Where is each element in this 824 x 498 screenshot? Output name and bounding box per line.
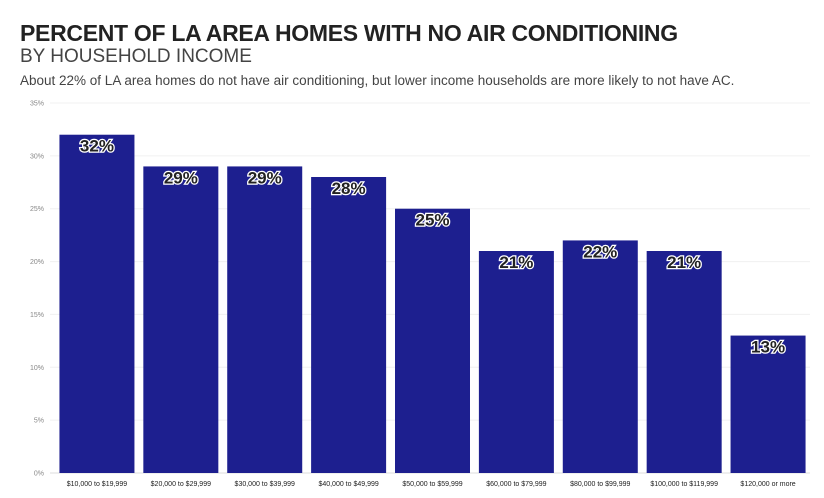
x-tick-label: $20,000 to $29,999	[151, 481, 211, 488]
data-label: 25%	[415, 211, 449, 230]
y-tick-label: 35%	[30, 101, 44, 108]
x-tick-label: $10,000 to $19,999	[67, 481, 127, 488]
y-tick-label: 30%	[30, 153, 44, 160]
chart-description: About 22% of LA area homes do not have a…	[20, 73, 735, 88]
x-tick-label: $100,000 to $119,999	[650, 481, 718, 488]
y-tick-label: 25%	[30, 206, 44, 213]
bar	[143, 166, 219, 473]
bar	[395, 208, 470, 473]
bar	[227, 166, 303, 473]
data-label: 22%	[583, 242, 617, 261]
x-tick-label: $30,000 to $39,999	[235, 481, 295, 488]
chart-subtitle: BY HOUSEHOLD INCOME	[20, 46, 252, 67]
bar	[59, 134, 135, 473]
data-label: 21%	[499, 253, 533, 272]
y-tick-label: 0%	[34, 471, 44, 478]
bar	[562, 240, 638, 473]
data-label: 29%	[248, 168, 282, 187]
data-label: 29%	[164, 168, 198, 187]
x-tick-label: $80,000 to $99,999	[570, 481, 630, 488]
bar	[311, 177, 387, 473]
data-label: 28%	[332, 179, 366, 198]
y-tick-label: 15%	[30, 312, 44, 319]
x-tick-label: $50,000 to $59,999	[402, 481, 462, 488]
x-tick-label: $120,000 or more	[740, 481, 795, 488]
bar	[730, 335, 806, 473]
data-label: 21%	[667, 253, 701, 272]
bar	[478, 251, 554, 473]
y-tick-label: 20%	[30, 259, 44, 266]
y-tick-label: 10%	[30, 365, 44, 372]
chart-title: PERCENT OF LA AREA HOMES WITH NO AIR CON…	[20, 20, 678, 46]
x-tick-label: $60,000 to $79,999	[486, 481, 546, 488]
data-label: 13%	[751, 338, 785, 357]
x-tick-label: $40,000 to $49,999	[318, 481, 378, 488]
bar	[646, 251, 722, 473]
y-tick-label: 5%	[34, 418, 44, 425]
data-label: 32%	[80, 137, 114, 156]
